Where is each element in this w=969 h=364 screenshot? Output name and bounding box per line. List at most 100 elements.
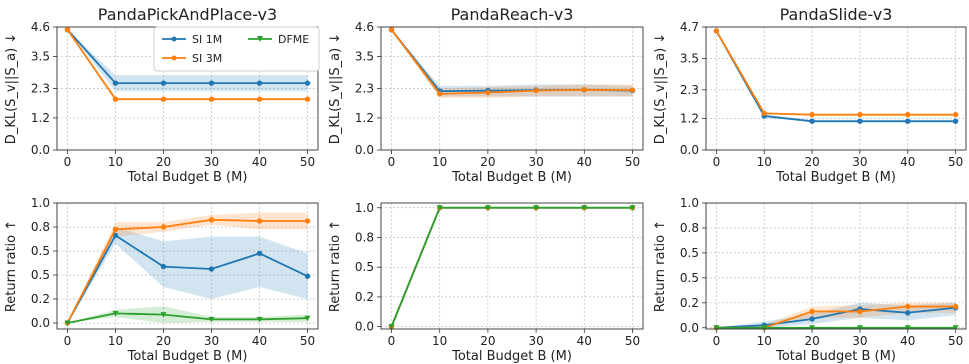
y-tick-label: 0.8 bbox=[355, 230, 374, 244]
data-point-si-3m bbox=[952, 111, 959, 118]
data-point-dfme bbox=[112, 310, 119, 317]
series-line-si-1m bbox=[390, 206, 633, 327]
data-point-si-1m bbox=[256, 250, 263, 257]
data-point-si-3m bbox=[208, 96, 215, 102]
x-tick-label: 0 bbox=[388, 155, 396, 169]
y-tick-label: 0.2 bbox=[31, 292, 50, 306]
x-tick-label: 30 bbox=[528, 155, 543, 169]
chart-panel-1: 0.0 1.2 2.3 3.5 4.6 0 10 20 30 40 50 PandaPickAndPl… bbox=[4, 5, 319, 185]
legend-entry-si-1m: SI 1M bbox=[162, 33, 222, 46]
y-tick-label: 0.5 bbox=[680, 246, 699, 260]
data-point-si-3m bbox=[761, 110, 767, 117]
legend: SI 1M SI 3M DFME bbox=[153, 26, 320, 72]
x-tick-label: 0 bbox=[388, 334, 396, 348]
data-point-dfme bbox=[160, 312, 167, 318]
x-tick-label: 0 bbox=[713, 334, 721, 348]
x-tick-label: 50 bbox=[300, 334, 315, 348]
legend-frame bbox=[153, 26, 320, 72]
y-tick-label: 1.2 bbox=[31, 111, 50, 125]
data-point-dfme bbox=[208, 316, 215, 323]
chart-title: PandaReach-v3 bbox=[451, 5, 574, 24]
data-point-si-1m bbox=[905, 310, 911, 316]
y-tick-label: 2.3 bbox=[680, 83, 699, 97]
x-tick-label: 10 bbox=[432, 334, 447, 348]
x-tick-label: 50 bbox=[625, 155, 640, 169]
y-tick-label: 0.5 bbox=[355, 260, 374, 274]
chart-panel-3: 0.0 1.2 2.3 3.5 4.7 0 10 20 30 40 50 PandaSlide-v3 T… bbox=[653, 5, 967, 185]
x-tick-label: 40 bbox=[900, 334, 915, 348]
x-tick-label: 40 bbox=[577, 155, 592, 169]
data-point-si-3m bbox=[388, 26, 395, 33]
plot-frame bbox=[705, 26, 967, 151]
x-axis-label: Total Budget B (M) bbox=[775, 349, 896, 364]
data-point-si-1m bbox=[952, 118, 959, 124]
y-tick-label: 2.3 bbox=[31, 82, 50, 96]
series-line-si-3m bbox=[390, 29, 633, 95]
band-si-1m bbox=[67, 227, 308, 323]
data-point-dfme bbox=[713, 325, 720, 331]
plot-frame bbox=[380, 202, 644, 330]
data-point-si-1m bbox=[160, 263, 167, 270]
y-tick-label: 3.5 bbox=[31, 49, 50, 63]
x-tick-label: 40 bbox=[900, 155, 915, 169]
x-tick-label: 50 bbox=[948, 334, 963, 348]
x-tick-label: 0 bbox=[713, 155, 721, 169]
x-tick-label: 40 bbox=[252, 155, 267, 169]
data-point-si-3m bbox=[857, 111, 863, 118]
data-point-si-1m bbox=[112, 232, 119, 239]
y-tick-label: 0.0 bbox=[31, 316, 50, 330]
y-tick-label: 0.5 bbox=[31, 268, 50, 282]
y-tick-label: 4.6 bbox=[355, 20, 374, 34]
data-point-dfme bbox=[581, 205, 588, 211]
y-tick-label: 0.8 bbox=[31, 220, 50, 234]
data-point-si-3m bbox=[256, 96, 263, 102]
x-tick-label: 30 bbox=[852, 334, 867, 348]
data-point-dfme bbox=[761, 325, 768, 331]
band-si-1m bbox=[67, 29, 308, 92]
series-line-si-3m bbox=[66, 218, 308, 324]
data-point-si-3m bbox=[857, 308, 863, 315]
data-point-si-3m bbox=[112, 226, 119, 233]
legend-label-dfme: DFME bbox=[278, 33, 309, 46]
data-point-dfme bbox=[436, 205, 443, 211]
series-line-si-1m bbox=[66, 29, 308, 85]
x-axis-label: Total Budget B (M) bbox=[127, 349, 248, 364]
x-axis-label: Total Budget B (M) bbox=[451, 170, 572, 185]
data-point-dfme bbox=[256, 316, 263, 323]
data-point-si-3m bbox=[905, 303, 911, 310]
x-tick-label: 50 bbox=[948, 155, 963, 169]
y-axis-label: Return ratio ↑ bbox=[328, 220, 343, 312]
x-tick-label: 50 bbox=[625, 334, 640, 348]
y-tick-label: 0.0 bbox=[680, 143, 699, 157]
data-point-si-3m bbox=[629, 87, 636, 93]
y-tick-label: 1.0 bbox=[680, 196, 699, 210]
y-tick-label: 0.0 bbox=[355, 320, 374, 334]
band-si-3m bbox=[716, 302, 956, 328]
series-line-si-1m bbox=[390, 29, 633, 93]
x-tick-label: 10 bbox=[108, 334, 123, 348]
chart-panel-6: 0.0 0.2 0.5 0.5 0.8 1.0 0 10 20 30 40 50 Total Budge… bbox=[653, 196, 967, 364]
data-point-si-1m bbox=[256, 80, 263, 86]
band-si-3m bbox=[716, 30, 956, 116]
y-tick-label: 4.7 bbox=[680, 20, 699, 34]
y-tick-label: 0.2 bbox=[355, 290, 374, 304]
y-tick-label: 3.5 bbox=[680, 51, 699, 65]
plot-frame bbox=[56, 202, 319, 330]
data-point-si-3m bbox=[581, 87, 588, 93]
data-point-si-3m bbox=[304, 96, 311, 102]
chart-panel-2: 0.0 1.2 2.3 3.5 4.6 0 10 20 30 40 50 PandaReach-v3 T… bbox=[328, 5, 644, 185]
data-point-si-3m bbox=[64, 26, 71, 33]
y-tick-label: 0.2 bbox=[680, 296, 699, 310]
y-tick-label: 0.5 bbox=[31, 244, 50, 258]
legend-marker-si-3m bbox=[171, 55, 177, 61]
data-point-si-3m bbox=[905, 111, 911, 118]
data-point-si-3m bbox=[809, 308, 815, 315]
x-tick-label: 10 bbox=[757, 334, 772, 348]
chart-panels: 0.0 1.2 2.3 3.5 4.6 0 10 20 30 40 50 PandaPickAndPl… bbox=[4, 5, 967, 364]
band-si-3m bbox=[391, 29, 633, 98]
y-tick-label: 0.5 bbox=[680, 271, 699, 285]
y-axis-label: D_KL(S_v||S_a) ↓ bbox=[328, 33, 343, 144]
y-tick-label: 0.0 bbox=[680, 321, 699, 335]
series-line-dfme bbox=[67, 312, 308, 324]
y-tick-label: 1.2 bbox=[355, 111, 374, 125]
